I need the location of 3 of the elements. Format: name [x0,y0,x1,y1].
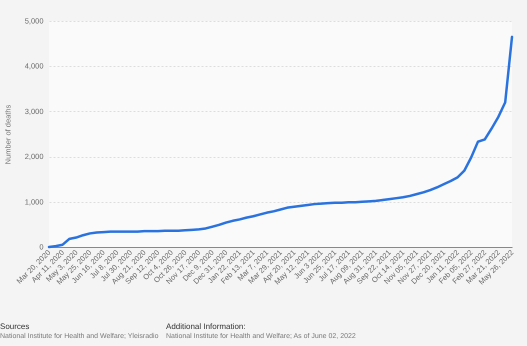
text: Sources [0,322,30,331]
line-series [48,36,514,248]
text: Additional Information: [166,322,247,331]
